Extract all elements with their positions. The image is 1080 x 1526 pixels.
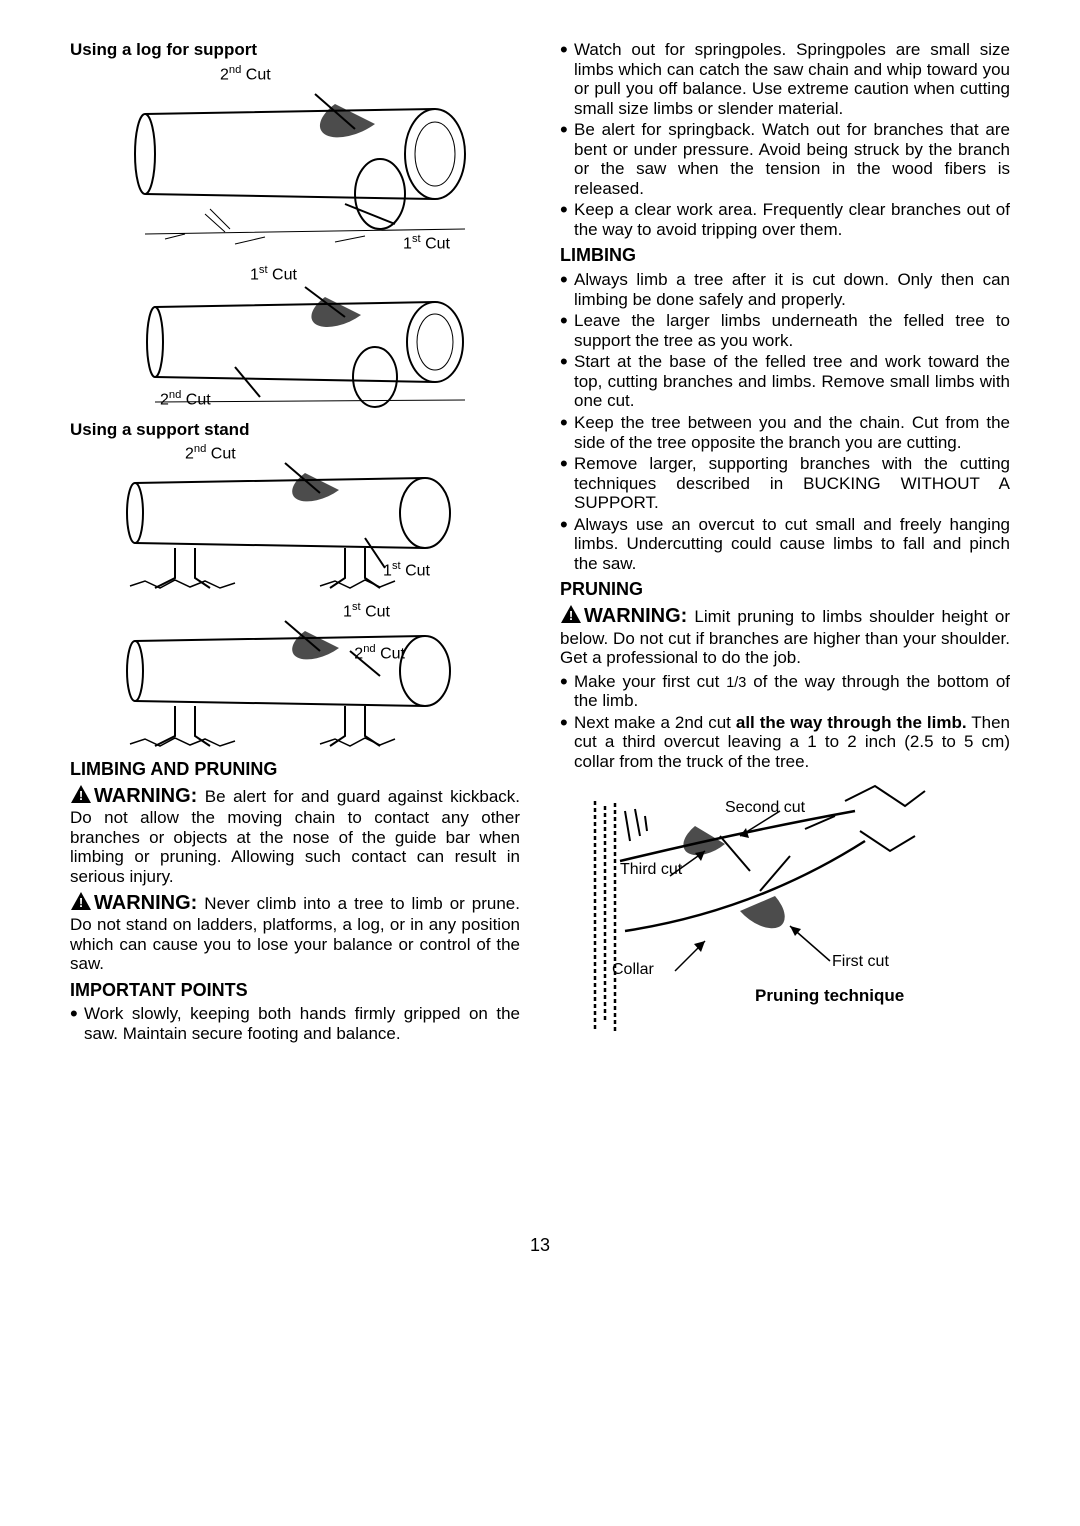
label-2nd-cut-3: 2nd Cut (185, 443, 236, 464)
title-support-stand: Using a support stand (70, 420, 520, 440)
svg-text:!: ! (79, 895, 83, 910)
title-log-support: Using a log for support (70, 40, 520, 60)
label-collar: Collar (612, 961, 654, 979)
heading-pruning: PRUNING (560, 579, 1010, 600)
important-list-cont: Watch out for springpoles. Springpoles a… (560, 40, 1010, 239)
warning-icon: ! (70, 784, 92, 809)
label-2nd-cut-4: 2nd Cut (354, 643, 405, 664)
warning-pruning: ! WARNING: Limit pruning to limbs should… (560, 604, 1010, 668)
list-item: Start at the base of the felled tree and… (560, 352, 1010, 411)
diagram-log-2: 1st Cut 2nd Cut (70, 262, 520, 412)
warning-icon: ! (560, 604, 582, 629)
label-1st-cut-3: 1st Cut (383, 560, 430, 581)
pruning-list: Make your first cut 1/3 of the way throu… (560, 672, 1010, 772)
list-item: Be alert for springback. Watch out for b… (560, 120, 1010, 198)
list-item: Next make a 2nd cut all the way through … (560, 713, 1010, 772)
label-1st-cut-2: 1st Cut (250, 264, 297, 285)
label-first-cut: First cut (832, 953, 889, 971)
warning-kickback: ! WARNING: Be alert for and guard agains… (70, 784, 520, 887)
right-column: Watch out for springpoles. Springpoles a… (560, 40, 1010, 1045)
list-item: Keep the tree between you and the chain.… (560, 413, 1010, 452)
list-item: Leave the larger limbs underneath the fe… (560, 311, 1010, 350)
important-list: Work slowly, keeping both hands firmly g… (70, 1004, 520, 1043)
page-number: 13 (70, 1235, 1010, 1256)
diagram-pruning: Second cut Third cut Collar First cut Pr… (560, 781, 1010, 1041)
list-item: Make your first cut 1/3 of the way throu… (560, 672, 1010, 711)
left-column: Using a log for support 2nd Cut 1st Cut (70, 40, 520, 1045)
heading-limbing: LIMBING (560, 245, 1010, 266)
warning-icon: ! (70, 891, 92, 916)
diagram-stand-2: 1st Cut 2nd Cut (70, 601, 520, 751)
label-pruning-technique: Pruning technique (755, 986, 904, 1006)
list-item: Work slowly, keeping both hands firmly g… (70, 1004, 520, 1043)
warning-climb: ! WARNING: Never climb into a tree to li… (70, 891, 520, 974)
label-third-cut: Third cut (620, 861, 682, 879)
list-item: Always limb a tree after it is cut down.… (560, 270, 1010, 309)
svg-text:!: ! (569, 608, 573, 623)
limbing-list: Always limb a tree after it is cut down.… (560, 270, 1010, 573)
heading-important-points: IMPORTANT POINTS (70, 980, 520, 1001)
diagram-log-1: 2nd Cut 1st Cut (70, 64, 520, 254)
label-1st-cut: 1st Cut (403, 233, 450, 254)
list-item: Always use an overcut to cut small and f… (560, 515, 1010, 574)
label-2nd-cut-2: 2nd Cut (160, 389, 211, 410)
svg-text:!: ! (79, 788, 83, 803)
list-item: Watch out for springpoles. Springpoles a… (560, 40, 1010, 118)
list-item: Keep a clear work area. Frequently clear… (560, 200, 1010, 239)
heading-limbing-pruning: LIMBING AND PRUNING (70, 759, 520, 780)
label-2nd-cut: 2nd Cut (220, 64, 271, 85)
diagram-stand-1: 2nd Cut 1st Cut (70, 443, 520, 593)
list-item: Remove larger, supporting branches with … (560, 454, 1010, 513)
label-second-cut: Second cut (725, 799, 805, 817)
label-1st-cut-4: 1st Cut (343, 601, 390, 622)
